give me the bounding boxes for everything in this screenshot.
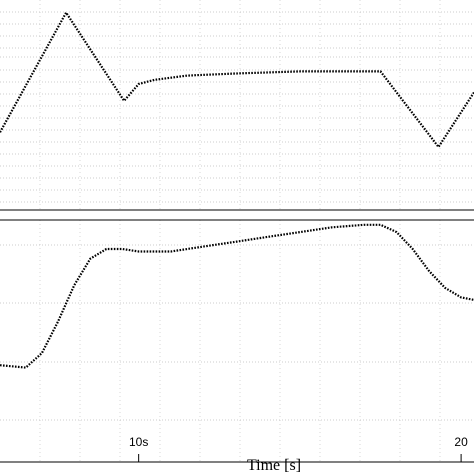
series-line-panel-2 <box>0 223 474 369</box>
x-axis-title: Time [s] <box>247 457 301 474</box>
series-line-panel-1 <box>0 11 474 149</box>
series-layer <box>0 11 474 369</box>
frame-layer <box>0 209 474 463</box>
x-tick-label: 10s <box>129 435 148 449</box>
tick-layer: 10s 20 <box>129 435 468 462</box>
x-tick-label: 20 <box>454 435 468 449</box>
grid-layer <box>0 0 474 462</box>
